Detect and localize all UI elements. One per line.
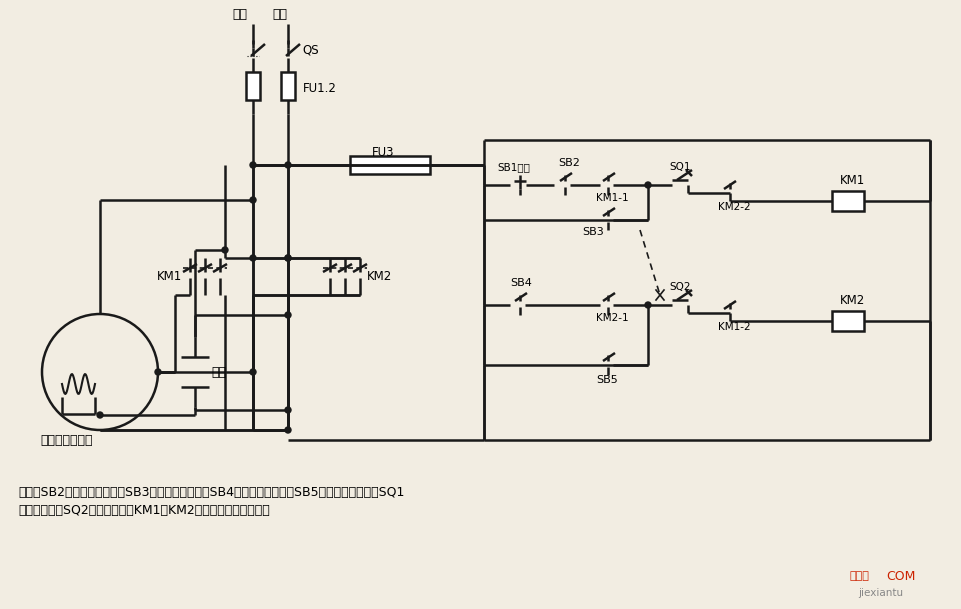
Circle shape [284,162,290,168]
Text: 电容: 电容 [210,365,226,379]
Text: FU1.2: FU1.2 [303,82,336,94]
Text: SB2: SB2 [557,158,579,168]
Text: SB5: SB5 [596,375,617,385]
Circle shape [97,412,103,418]
Text: KM2-2: KM2-2 [717,202,750,212]
Text: 说明：SB2为上升启动按钮，SB3为上升点动按钮，SB4为下降启动按钮，SB5为下降点动按钮；SQ1: 说明：SB2为上升启动按钮，SB3为上升点动按钮，SB4为下降启动按钮，SB5为… [18,485,404,499]
Text: KM2: KM2 [839,294,864,306]
Bar [831,191,863,211]
Circle shape [284,255,290,261]
Circle shape [250,369,256,375]
Circle shape [284,312,290,318]
Text: KM1: KM1 [157,270,182,283]
Text: KM1: KM1 [839,174,864,186]
Text: SB3: SB3 [581,227,604,237]
Text: 单相电容电动机: 单相电容电动机 [40,434,92,446]
Bar [281,72,295,100]
Circle shape [250,255,256,261]
Text: jiexiantu: jiexiantu [857,588,902,598]
Circle shape [222,247,228,253]
Circle shape [284,407,290,413]
Text: KM2: KM2 [366,270,392,283]
Circle shape [250,197,256,203]
Text: COM: COM [885,569,915,582]
Text: 为最高限位，SQ2为最低限位。KM1、KM2可用中间继电器代替。: 为最高限位，SQ2为最低限位。KM1、KM2可用中间继电器代替。 [18,504,269,516]
Circle shape [250,162,256,168]
Text: FU3: FU3 [372,146,394,158]
Circle shape [644,182,651,188]
Bar [246,72,259,100]
Text: SQ2: SQ2 [668,282,690,292]
Text: KM1-1: KM1-1 [596,193,628,203]
Circle shape [284,255,290,261]
Text: KM2-1: KM2-1 [596,313,628,323]
Bar [831,311,863,331]
Circle shape [155,369,160,375]
Circle shape [644,302,651,308]
Text: KM1-2: KM1-2 [717,322,750,332]
Text: SB1停止: SB1停止 [497,162,530,172]
Circle shape [284,427,290,433]
Text: 零线: 零线 [272,7,286,21]
Text: QS: QS [302,43,318,57]
Text: SQ1: SQ1 [668,162,690,172]
Bar [350,156,430,174]
Text: 火线: 火线 [232,7,247,21]
Text: SB4: SB4 [509,278,531,288]
Text: 接线图: 接线图 [850,571,869,581]
